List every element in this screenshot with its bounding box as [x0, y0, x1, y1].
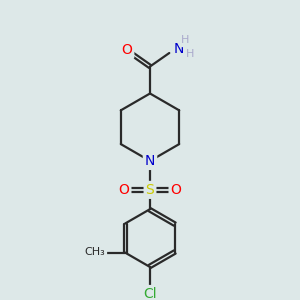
- Text: H: H: [181, 35, 189, 46]
- Text: N: N: [145, 154, 155, 168]
- Text: S: S: [146, 183, 154, 197]
- Text: Cl: Cl: [143, 287, 157, 300]
- Text: O: O: [122, 43, 132, 57]
- Text: O: O: [171, 183, 182, 197]
- Text: O: O: [118, 183, 129, 197]
- Text: N: N: [174, 42, 184, 56]
- Text: H: H: [186, 49, 195, 59]
- Text: CH₃: CH₃: [85, 247, 106, 256]
